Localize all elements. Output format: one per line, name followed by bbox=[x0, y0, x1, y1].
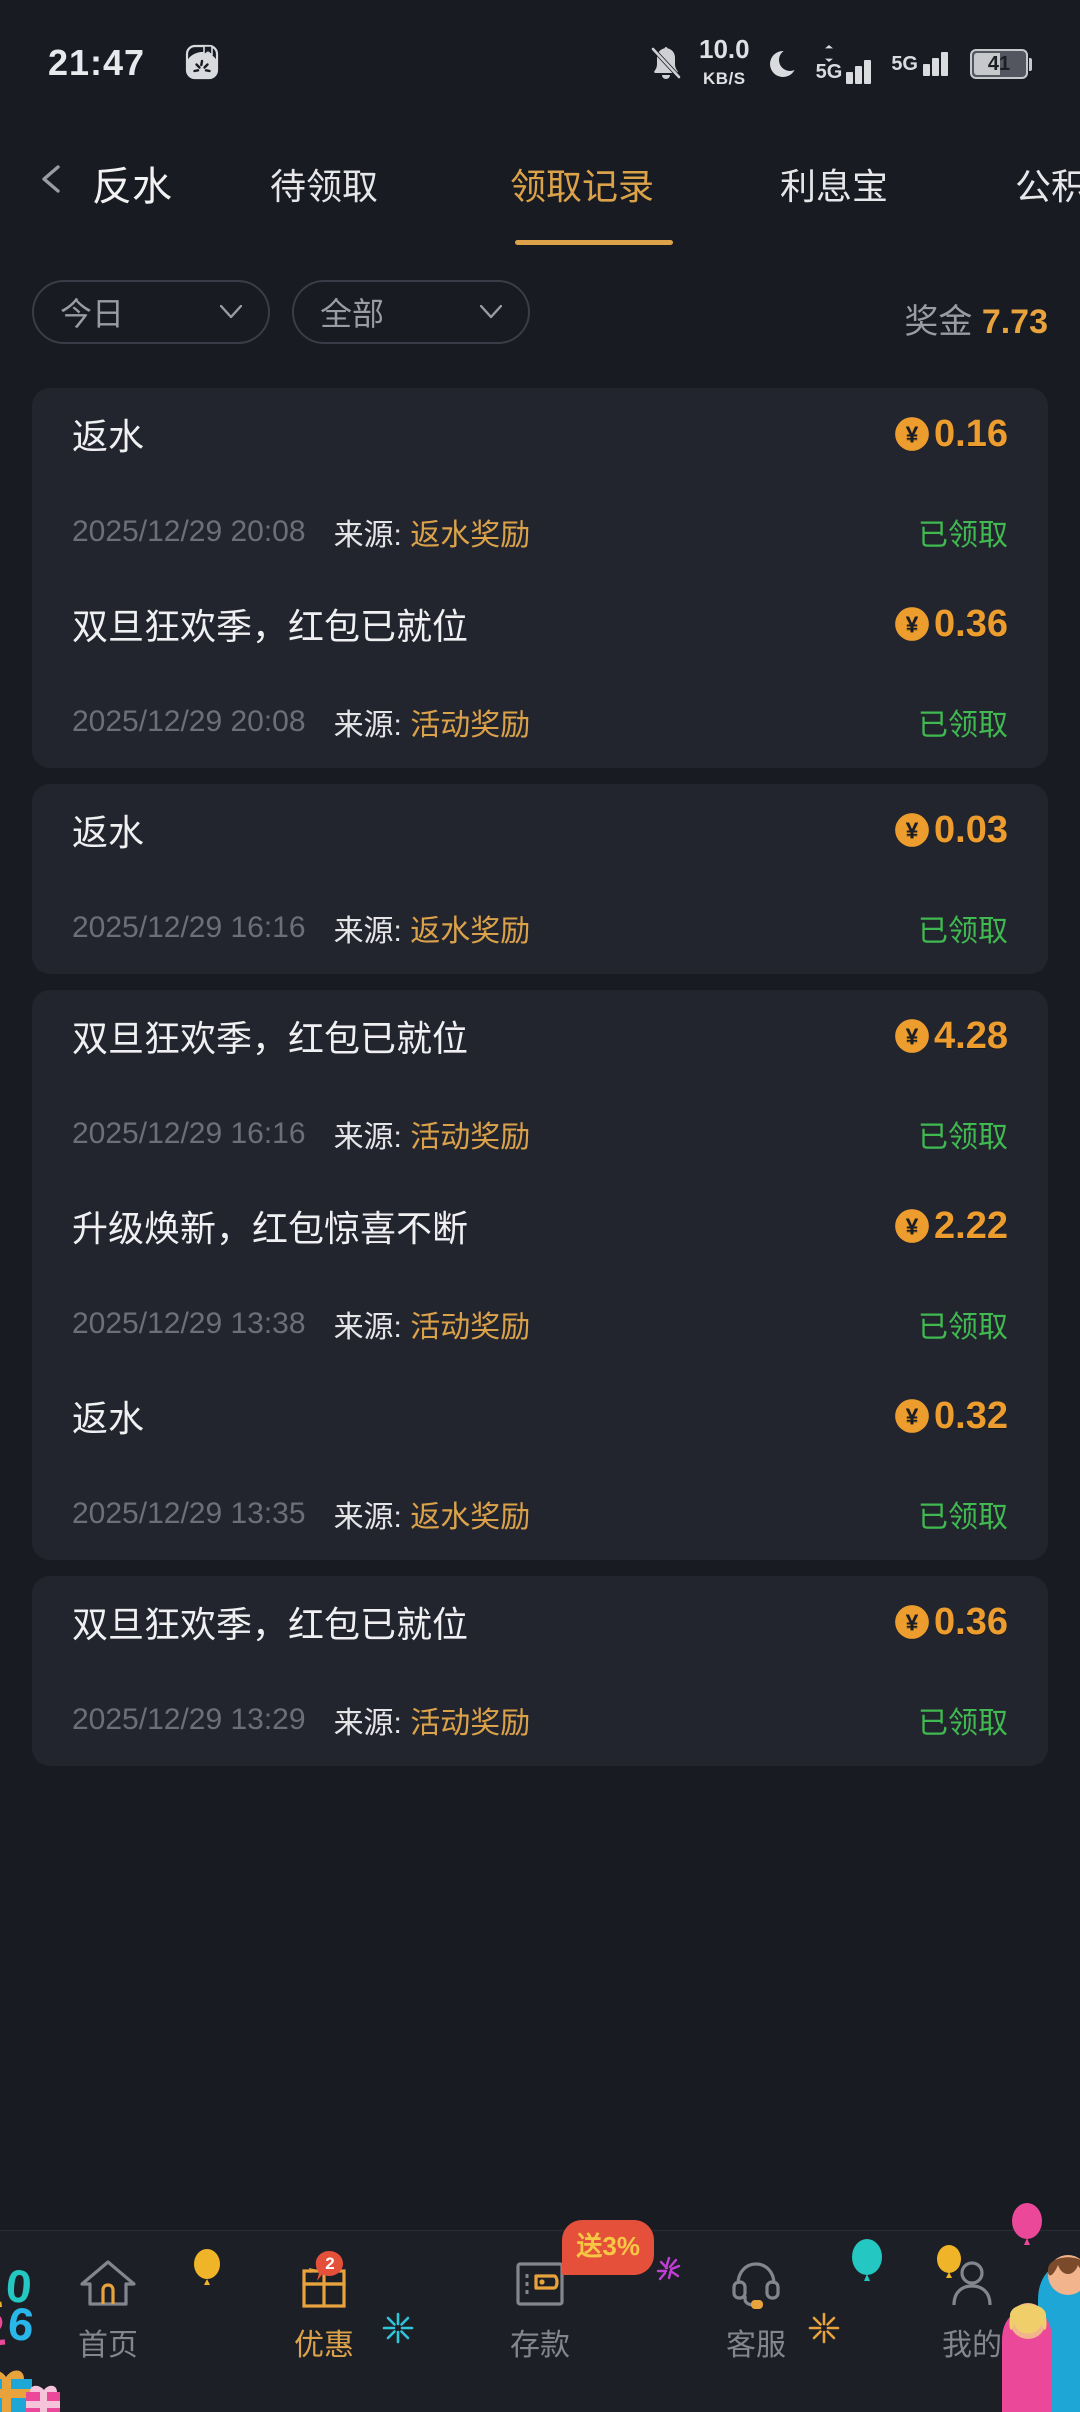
svg-text:¥: ¥ bbox=[906, 1404, 919, 1429]
svg-text:¥: ¥ bbox=[906, 1214, 919, 1239]
svg-text:¥: ¥ bbox=[906, 422, 919, 447]
svg-text:¥: ¥ bbox=[906, 818, 919, 843]
svg-text:¥: ¥ bbox=[906, 1024, 919, 1049]
svg-text:¥: ¥ bbox=[906, 1610, 919, 1635]
svg-text:¥: ¥ bbox=[906, 612, 919, 637]
svg-text:2: 2 bbox=[325, 2254, 334, 2273]
